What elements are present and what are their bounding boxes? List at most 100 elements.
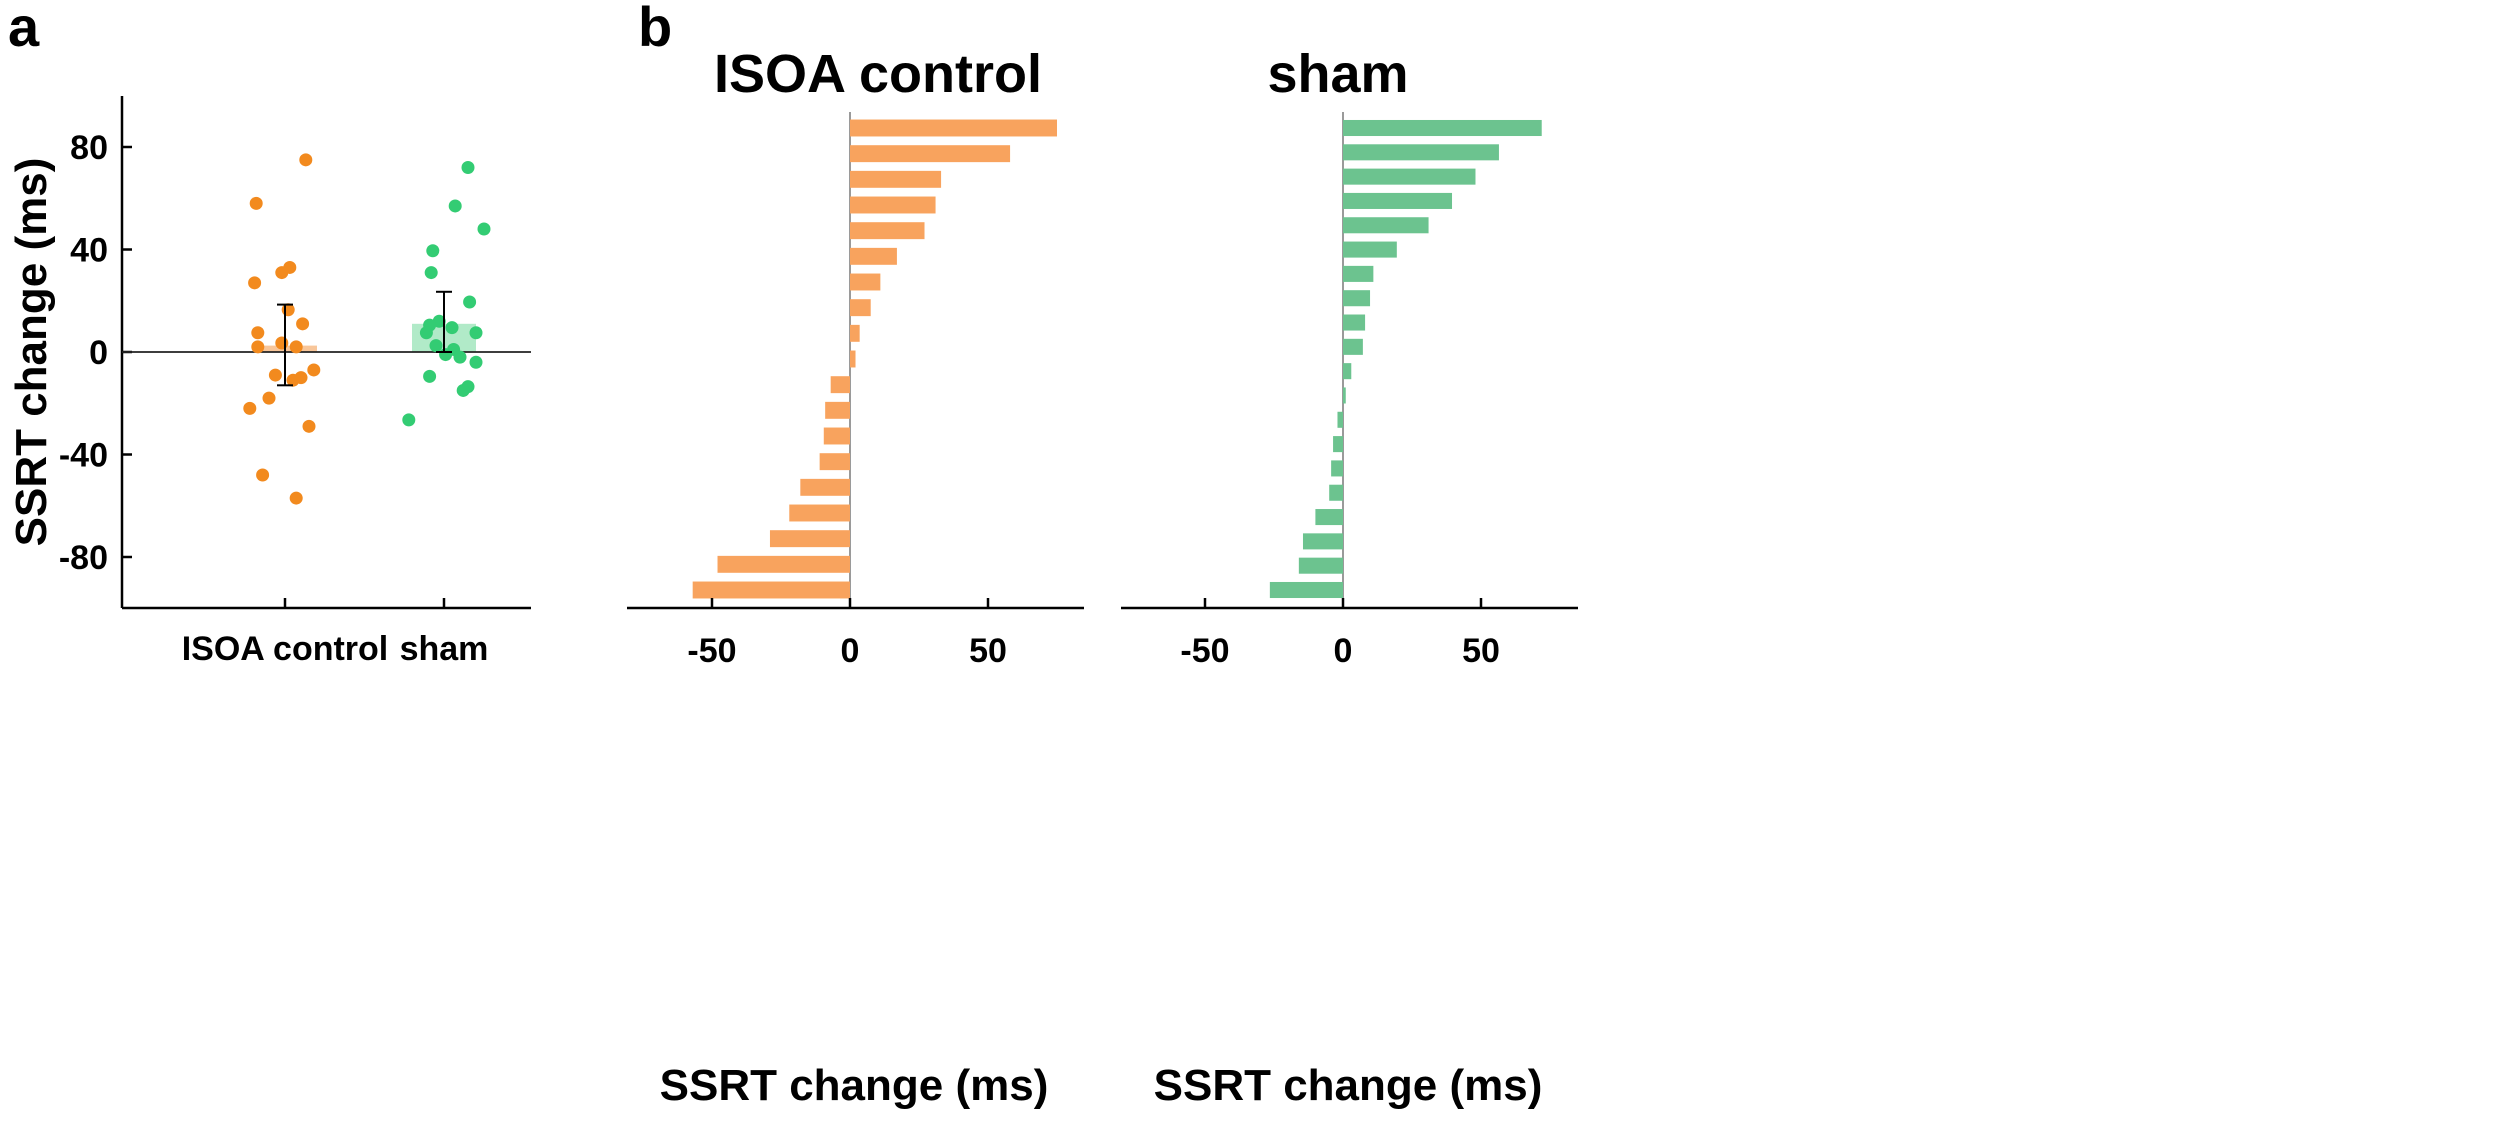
bar [850, 247, 897, 265]
panel-b-sham-chart: sham -50 0 50 SSRT change (ms) [1121, 44, 1578, 1110]
y-tick-label: 0 [89, 334, 108, 372]
data-point [249, 196, 263, 210]
x-tick-label: 0 [841, 632, 860, 670]
category-label: sham [400, 630, 489, 668]
bar [1343, 144, 1499, 161]
bar [1343, 192, 1453, 209]
bar [1337, 411, 1343, 428]
panel-letter-a: a [8, 0, 40, 58]
x-tick-label: -50 [1180, 632, 1229, 670]
data-point [307, 363, 321, 377]
panel-a-y-axis-label: SSRT change (ms) [7, 158, 56, 547]
bar [1343, 290, 1371, 307]
panel-a-error-bars [277, 290, 452, 387]
panel-a-y-ticks: -80 -40 0 40 80 [59, 129, 132, 577]
data-point [456, 383, 470, 397]
sham-bars [1269, 119, 1542, 599]
data-point [302, 419, 316, 433]
bar [1333, 436, 1343, 453]
data-point [423, 369, 437, 383]
bar [850, 145, 1011, 163]
data-point [256, 468, 270, 482]
data-point [429, 339, 443, 353]
bar [850, 350, 856, 368]
y-tick-label: 40 [70, 232, 108, 270]
bar [789, 504, 850, 522]
bar [823, 427, 850, 445]
bar [1343, 241, 1397, 258]
data-point [248, 276, 262, 290]
category-label: ISOA control [182, 630, 389, 668]
data-point [289, 340, 303, 354]
sham-title: sham [1267, 44, 1408, 104]
x-tick-label: -50 [687, 632, 736, 670]
panel-a-x-ticks: ISOA control sham [182, 598, 489, 668]
data-point [426, 244, 440, 258]
data-point [477, 222, 491, 236]
sham-x-ticks: -50 0 50 [1180, 598, 1500, 670]
x-tick-label: 50 [1462, 632, 1500, 670]
bar [1343, 168, 1476, 185]
data-point [268, 368, 282, 382]
data-point [275, 336, 289, 350]
data-point [469, 326, 483, 340]
bar [850, 119, 1057, 137]
panel-b-isoa-control-chart: ISOA control -50 0 50 SSRT change (ms) [627, 44, 1084, 1110]
data-point [463, 295, 477, 309]
y-tick-label: -40 [59, 437, 108, 475]
panel-a-mean-bars [253, 323, 476, 352]
panel-a-scatter-plot: -80 -40 0 40 80 ISOA control sham SSRT change… [7, 96, 531, 668]
bar [1343, 363, 1352, 380]
bar [1331, 460, 1343, 477]
bar [850, 170, 942, 188]
bar [692, 581, 850, 599]
isoa-control-bars [692, 119, 1057, 599]
data-point [251, 340, 265, 354]
bar [850, 196, 936, 214]
bar [819, 453, 850, 471]
bar [1298, 557, 1343, 574]
isoa-control-x-axis-label: SSRT change (ms) [660, 1061, 1049, 1110]
data-point [275, 266, 289, 280]
bar [850, 273, 881, 291]
bar [1302, 533, 1343, 550]
y-tick-label: -80 [59, 539, 108, 577]
bar [769, 530, 850, 548]
data-point [419, 326, 433, 340]
bar [1343, 119, 1542, 137]
bar [850, 299, 871, 317]
panel-a-points [243, 153, 491, 505]
data-point [299, 153, 313, 167]
bar [800, 478, 850, 496]
data-point [469, 355, 483, 369]
data-point [243, 401, 257, 415]
data-point [286, 373, 300, 387]
bar [850, 324, 860, 342]
data-point [445, 321, 459, 335]
panel-letter-b: b [638, 0, 672, 58]
data-point [448, 199, 462, 213]
data-point [251, 326, 265, 340]
data-point [461, 161, 475, 174]
bar [1329, 484, 1343, 501]
isoa-control-x-ticks: -50 0 50 [687, 598, 1007, 670]
bar [1343, 265, 1374, 282]
data-point [439, 348, 453, 362]
bar [1315, 509, 1343, 526]
x-tick-label: 0 [1334, 632, 1353, 670]
bar [825, 401, 850, 419]
data-point [289, 491, 303, 505]
bar [1343, 338, 1363, 355]
data-point [453, 350, 467, 364]
data-point [424, 266, 438, 280]
bar [830, 376, 850, 394]
data-point [262, 391, 276, 405]
data-point [296, 317, 310, 331]
x-tick-label: 50 [969, 632, 1007, 670]
bar [1343, 217, 1429, 234]
bar [1343, 314, 1366, 331]
bar [1269, 581, 1343, 599]
bar [1343, 387, 1346, 404]
sham-x-axis-label: SSRT change (ms) [1154, 1061, 1543, 1110]
data-point [402, 413, 416, 427]
